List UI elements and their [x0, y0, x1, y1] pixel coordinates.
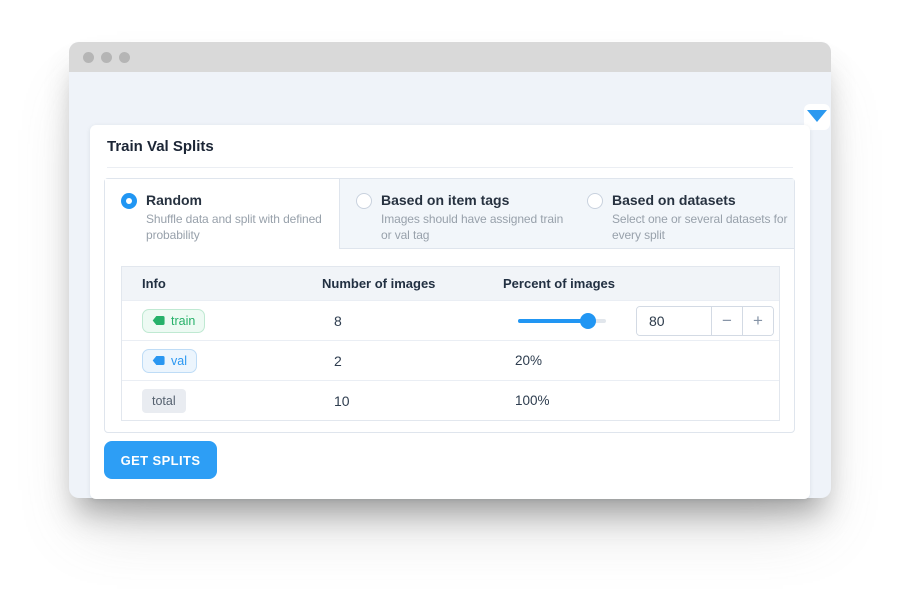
slider-fill: [518, 318, 588, 323]
train-percent-cell: − +: [503, 305, 779, 336]
decrement-button[interactable]: −: [711, 306, 742, 335]
slider-thumb[interactable]: [580, 312, 596, 329]
column-header-percent: Percent of images: [503, 276, 615, 291]
train-val-splits-card: Train Val Splits Random Shuffle data and…: [90, 125, 810, 499]
train-count: 8: [334, 312, 342, 329]
tag-label: total: [152, 393, 176, 408]
tab-description: Select one or several datasets for every…: [612, 212, 788, 243]
tab-description: Shuffle data and split with defined prob…: [146, 212, 322, 243]
increment-button[interactable]: +: [742, 306, 773, 335]
tab-text: Random Shuffle data and split with defin…: [146, 192, 333, 244]
titlebar: [69, 42, 831, 72]
splits-table: Info Number of images Percent of images: [121, 266, 780, 421]
val-tag-cell: val: [142, 348, 322, 373]
window-dot-icon[interactable]: [101, 51, 112, 63]
val-count: 2: [334, 352, 342, 369]
window-dot-icon[interactable]: [119, 51, 130, 63]
tag-icon: [152, 315, 165, 326]
table-row-total: total 10 100%: [122, 380, 779, 420]
tab-description: Images should have assigned train or val…: [381, 212, 564, 243]
tab-text: Based on item tags Images should have as…: [381, 192, 565, 244]
window-dot-icon[interactable]: [83, 51, 94, 63]
title-divider: [107, 167, 793, 168]
tab-based-on-item-tags[interactable]: Based on item tags Images should have as…: [340, 179, 571, 249]
val-tag-badge: val: [142, 348, 197, 373]
train-percent-input[interactable]: [637, 306, 711, 335]
column-header-number: Number of images: [322, 276, 436, 291]
tab-based-on-datasets[interactable]: Based on datasets Select one or several …: [571, 179, 794, 249]
total-count: 10: [334, 392, 350, 409]
total-percent: 100%: [515, 393, 550, 408]
table-row-train: train 8: [122, 300, 779, 340]
splits-panel: Random Shuffle data and split with defin…: [104, 178, 795, 433]
tab-label: Based on item tags: [381, 192, 510, 208]
train-percent-stepper: − +: [636, 305, 774, 336]
tab-random[interactable]: Random Shuffle data and split with defin…: [105, 179, 340, 249]
table-row-val: val 2 20%: [122, 340, 779, 380]
tab-label: Based on datasets: [612, 192, 736, 208]
page-title: Train Val Splits: [107, 138, 214, 155]
train-tag-badge: train: [142, 308, 206, 333]
column-header-info: Info: [142, 276, 166, 291]
dropdown-caret-box[interactable]: [804, 104, 830, 130]
get-splits-button[interactable]: GET SPLITS: [104, 441, 217, 479]
train-percent-slider[interactable]: [518, 312, 606, 329]
tab-label: Random: [146, 192, 202, 208]
window-body: Train Val Splits Random Shuffle data and…: [69, 72, 831, 499]
total-tag-cell: total: [142, 388, 322, 413]
tag-label: val: [171, 353, 187, 368]
total-badge: total: [142, 388, 186, 413]
browser-window: Train Val Splits Random Shuffle data and…: [69, 42, 831, 499]
split-method-tabs: Random Shuffle data and split with defin…: [105, 179, 794, 249]
radio-unselected-icon[interactable]: [587, 193, 603, 209]
tab-text: Based on datasets Select one or several …: [612, 192, 788, 244]
tag-icon: [152, 355, 165, 366]
val-percent: 20%: [515, 353, 543, 368]
caret-down-icon: [807, 110, 827, 122]
table-header-row: Info Number of images Percent of images: [122, 267, 779, 300]
radio-selected-icon[interactable]: [121, 193, 137, 209]
radio-unselected-icon[interactable]: [356, 193, 372, 209]
tag-label: train: [171, 313, 196, 328]
train-tag-cell: train: [142, 308, 322, 333]
